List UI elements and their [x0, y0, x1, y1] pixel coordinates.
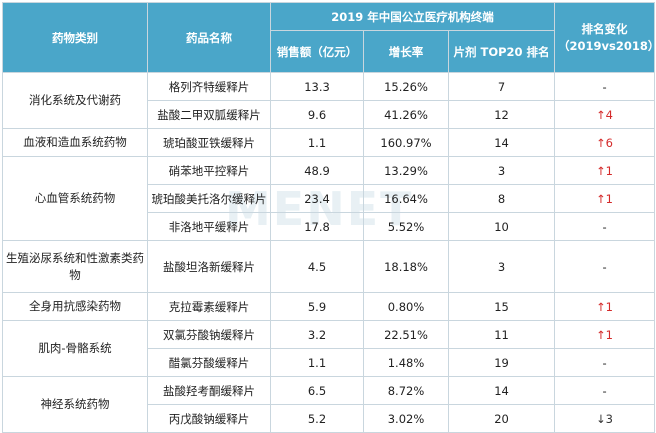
rank-cell: 3 [447, 156, 556, 185]
table-header: 药物类别 药品名称 2019 年中国公立医疗机构终端 排名变化（2019vs20… [2, 2, 656, 73]
header-group-title: 2019 年中国公立医疗机构终端 [269, 2, 556, 31]
header-category: 药物类别 [2, 2, 148, 73]
category-cell: 心血管系统药物 [2, 156, 148, 241]
rank-cell: 15 [447, 292, 556, 321]
table-row: 神经系统药物 盐酸羟考酮缓释片 6.5 8.72% 14- [2, 376, 656, 433]
sales-cell: 6.5 [270, 376, 364, 405]
rank-change-cell: ↑4 [554, 100, 656, 129]
rank-change-cell: ↑1 [554, 320, 656, 349]
sales-cell: 13.3 [270, 72, 364, 101]
rank-change-cell: - [554, 376, 656, 405]
growth-cell: 16.64% [363, 184, 449, 213]
table-row: 盐酸二甲双胍缓释片 9.6 41.26% 12 ↑4 [3, 100, 656, 129]
product-cell: 丙戊酸钠缓释片 [147, 404, 271, 433]
product-cell: 克拉霉素缓释片 [147, 292, 271, 321]
header-product: 药品名称 [147, 2, 271, 73]
growth-cell: 160.97% [363, 128, 449, 157]
rank-change-cell: ↓3 [554, 404, 656, 433]
product-cell: 醋氯芬酸缓释片 [147, 348, 271, 377]
table-row: 全身用抗感染药物 克拉霉素缓释片 5.9 0.80% 15 ↑1 [2, 292, 656, 321]
category-cell: 肌肉-骨骼系统 [2, 320, 148, 377]
category-cell: 神经系统药物 [2, 376, 148, 433]
rank-cell: 20 [447, 404, 556, 433]
sales-cell: 1.1 [270, 348, 364, 377]
growth-cell: 5.52% [363, 212, 449, 241]
rank-cell: 11 [447, 320, 556, 349]
category-cell: 全身用抗感染药物 [2, 292, 148, 321]
product-cell: 双氯芬酸钠缓释片 [147, 320, 271, 349]
growth-cell: 18.18% [363, 240, 449, 293]
growth-cell: 3.02% [363, 404, 449, 433]
rank-change-cell: - [554, 72, 656, 101]
rank-change-cell: - [554, 240, 656, 293]
sales-cell: 9.6 [270, 100, 364, 129]
rank-cell: 14 [447, 376, 556, 405]
product-cell: 琥珀酸美托洛尔缓释片 [147, 184, 271, 213]
header-rank: 片剂 TOP20 排名 [447, 30, 556, 73]
product-cell: 琥珀酸亚铁缓释片 [147, 128, 271, 157]
rank-cell: 7 [447, 72, 556, 101]
rank-change-cell: ↑6 [554, 128, 656, 157]
rank-change-cell: ↑1 [554, 184, 656, 213]
growth-cell: 15.26% [363, 72, 449, 101]
rank-change-cell: - [554, 348, 656, 377]
growth-cell: 0.80% [363, 292, 449, 321]
sales-cell: 48.9 [270, 156, 364, 185]
header-rank-change: 排名变化（2019vs2018） [554, 2, 656, 73]
rank-cell: 10 [447, 212, 556, 241]
table-body: 消化系统及代谢药 格列齐特缓释片 13.3 15.26% 7- 盐酸二甲双胍缓释片 9.6 4… [2, 72, 656, 433]
category-cell: 血液和造血系统药物 [2, 128, 148, 157]
table-row: 肌肉-骨骼系统 双氯芬酸钠缓释片 3.2 22.51% 11 ↑1 [2, 320, 656, 377]
growth-cell: 13.29% [363, 156, 449, 185]
rank-change-cell: - [554, 212, 656, 241]
table-row: 血液和造血系统药物 琥珀酸亚铁缓释片 1.1 160.97% 14 ↑6 [2, 128, 656, 157]
rank-change-cell: ↑1 [554, 156, 656, 185]
table-row: 心血管系统药物 硝苯地平控释片 48.9 13.29% 3 ↑1 [2, 156, 656, 241]
sales-cell: 4.5 [270, 240, 364, 293]
sales-cell: 1.1 [270, 128, 364, 157]
category-cell: 生殖泌尿系统和性激素类药物 [2, 240, 148, 293]
rank-change-cell: ↑1 [554, 292, 656, 321]
table-row: 消化系统及代谢药 格列齐特缓释片 13.3 15.26% 7- [2, 72, 656, 129]
sales-cell: 23.4 [270, 184, 364, 213]
product-cell: 盐酸羟考酮缓释片 [147, 376, 271, 405]
sales-cell: 3.2 [270, 320, 364, 349]
rank-cell: 12 [447, 100, 556, 129]
growth-cell: 22.51% [363, 320, 449, 349]
product-cell: 非洛地平缓释片 [147, 212, 271, 241]
sales-cell: 5.2 [270, 404, 364, 433]
rank-cell: 14 [447, 128, 556, 157]
product-cell: 盐酸坦洛新缓释片 [147, 240, 271, 293]
growth-cell: 8.72% [363, 376, 449, 405]
product-cell: 格列齐特缓释片 [147, 72, 271, 101]
sales-cell: 17.8 [270, 212, 364, 241]
sales-cell: 5.9 [270, 292, 364, 321]
rank-cell: 3 [447, 240, 556, 293]
growth-cell: 41.26% [363, 100, 449, 129]
rank-cell: 8 [447, 184, 556, 213]
growth-cell: 1.48% [363, 348, 449, 377]
category-cell: 消化系统及代谢药 [2, 72, 148, 129]
table-row: 生殖泌尿系统和性激素类药物 盐酸坦洛新缓释片 4.5 18.18% 3- [2, 240, 656, 293]
product-cell: 硝苯地平控释片 [147, 156, 271, 185]
header-growth: 增长率 [363, 30, 449, 73]
header-sales: 销售额（亿元） [270, 30, 364, 73]
product-cell: 盐酸二甲双胍缓释片 [147, 100, 271, 129]
table-row: 琥珀酸美托洛尔缓释片 23.4 16.64% 8 ↑1 [3, 184, 656, 213]
rank-cell: 19 [447, 348, 556, 377]
